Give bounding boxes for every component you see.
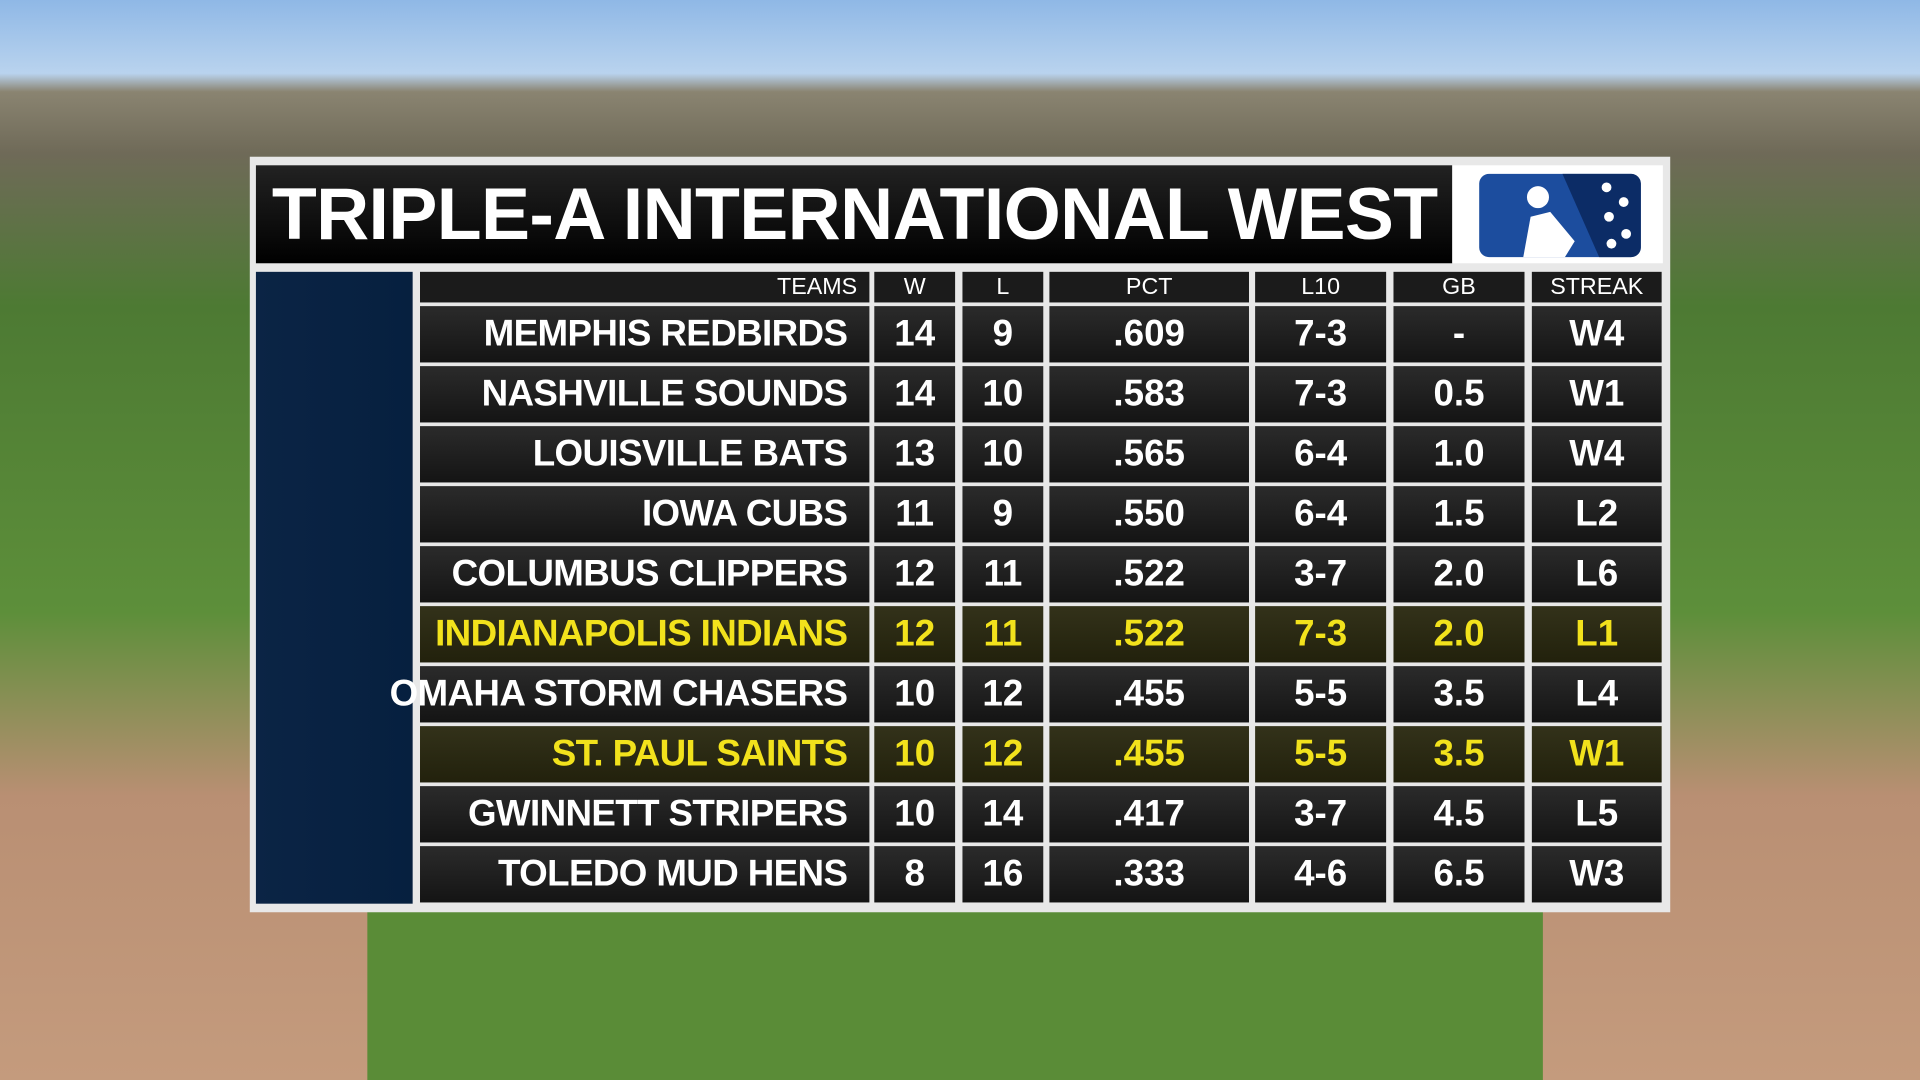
streak-cell: W4 [1531,306,1662,363]
team-cell: MEMPHIS REDBIRDS [420,306,870,363]
pct-cell: .417 [1049,786,1249,843]
streak-cell: W1 [1531,366,1662,423]
pct-cell: .522 [1049,546,1249,603]
team-cell: IOWA CUBS [420,486,870,543]
losses-cell: 12 [962,726,1044,783]
pct-cell: .455 [1049,726,1249,783]
wins-cell: 10 [874,666,956,723]
logo-right [1562,173,1641,258]
logo-figure-body [1523,211,1575,258]
team-cell: GWINNETT STRIPERS [420,786,870,843]
team-cell: COLUMBUS CLIPPERS [420,546,870,603]
wins-cell: 10 [874,786,956,843]
streak-cell: W1 [1531,726,1662,783]
league-logo [1479,173,1641,258]
title-bar [255,165,1453,264]
losses-cell: 14 [962,786,1044,843]
team-cell: TOLEDO MUD HENS [420,846,870,903]
games-back-cell: 3.5 [1393,726,1525,783]
streak-cell: L2 [1531,486,1662,543]
pct-cell: .565 [1049,426,1249,483]
streak-cell: W4 [1531,426,1662,483]
column-header: PCT [1049,271,1249,303]
logo-box [1452,165,1663,264]
pct-cell: .583 [1049,366,1249,423]
streak-cell: W3 [1531,846,1662,903]
logo-stars [1601,182,1632,249]
wins-cell: 12 [874,606,956,663]
column-header: STREAK [1531,271,1662,303]
last-ten-cell: 3-7 [1255,786,1387,843]
streak-cell: L4 [1531,666,1662,723]
pct-cell: .522 [1049,606,1249,663]
wins-cell: 11 [874,486,956,543]
last-ten-cell: 4-6 [1255,846,1387,903]
team-cell: INDIANAPOLIS INDIANS [420,606,870,663]
streak-cell: L6 [1531,546,1662,603]
team-cell: LOUISVILLE BATS [420,426,870,483]
column-header: W [874,271,956,303]
losses-cell: 11 [962,546,1044,603]
column-header: L [962,271,1044,303]
team-cell: ST. PAUL SAINTS [420,726,870,783]
last-ten-cell: 6-4 [1255,486,1387,543]
side-column [255,271,413,904]
team-cell: NASHVILLE SOUNDS [420,366,870,423]
streak-cell: L1 [1531,606,1662,663]
losses-cell: 9 [962,306,1044,363]
title: TRIPLE-A INTERNATIONAL WEST [271,172,1438,255]
pct-cell: .550 [1049,486,1249,543]
losses-cell: 11 [962,606,1044,663]
pct-cell: .609 [1049,306,1249,363]
losses-cell: 9 [962,486,1044,543]
last-ten-cell: 7-3 [1255,306,1387,363]
wins-cell: 8 [874,846,956,903]
games-back-cell: 6.5 [1393,846,1525,903]
last-ten-cell: 5-5 [1255,726,1387,783]
games-back-cell: 4.5 [1393,786,1525,843]
pct-cell: .333 [1049,846,1249,903]
wins-cell: 12 [874,546,956,603]
losses-cell: 10 [962,426,1044,483]
losses-cell: 10 [962,366,1044,423]
last-ten-cell: 7-3 [1255,366,1387,423]
losses-cell: 16 [962,846,1044,903]
wins-cell: 13 [874,426,956,483]
games-back-cell: 3.5 [1393,666,1525,723]
wins-cell: 14 [874,306,956,363]
wins-cell: 10 [874,726,956,783]
team-cell: OMAHA STORM CHASERS [390,666,870,723]
games-back-cell: 0.5 [1393,366,1525,423]
streak-cell: L5 [1531,786,1662,843]
pct-cell: .455 [1049,666,1249,723]
games-back-cell: 1.0 [1393,426,1525,483]
losses-cell: 12 [962,666,1044,723]
column-header: L10 [1255,271,1387,303]
last-ten-cell: 7-3 [1255,606,1387,663]
column-header: TEAMS [420,271,870,303]
logo-figure [1526,186,1549,209]
games-back-cell: 1.5 [1393,486,1525,543]
last-ten-cell: 6-4 [1255,426,1387,483]
games-back-cell: - [1393,306,1525,363]
games-back-cell: 2.0 [1393,546,1525,603]
last-ten-cell: 5-5 [1255,666,1387,723]
games-back-cell: 2.0 [1393,606,1525,663]
wins-cell: 14 [874,366,956,423]
last-ten-cell: 3-7 [1255,546,1387,603]
column-header: GB [1393,271,1525,303]
